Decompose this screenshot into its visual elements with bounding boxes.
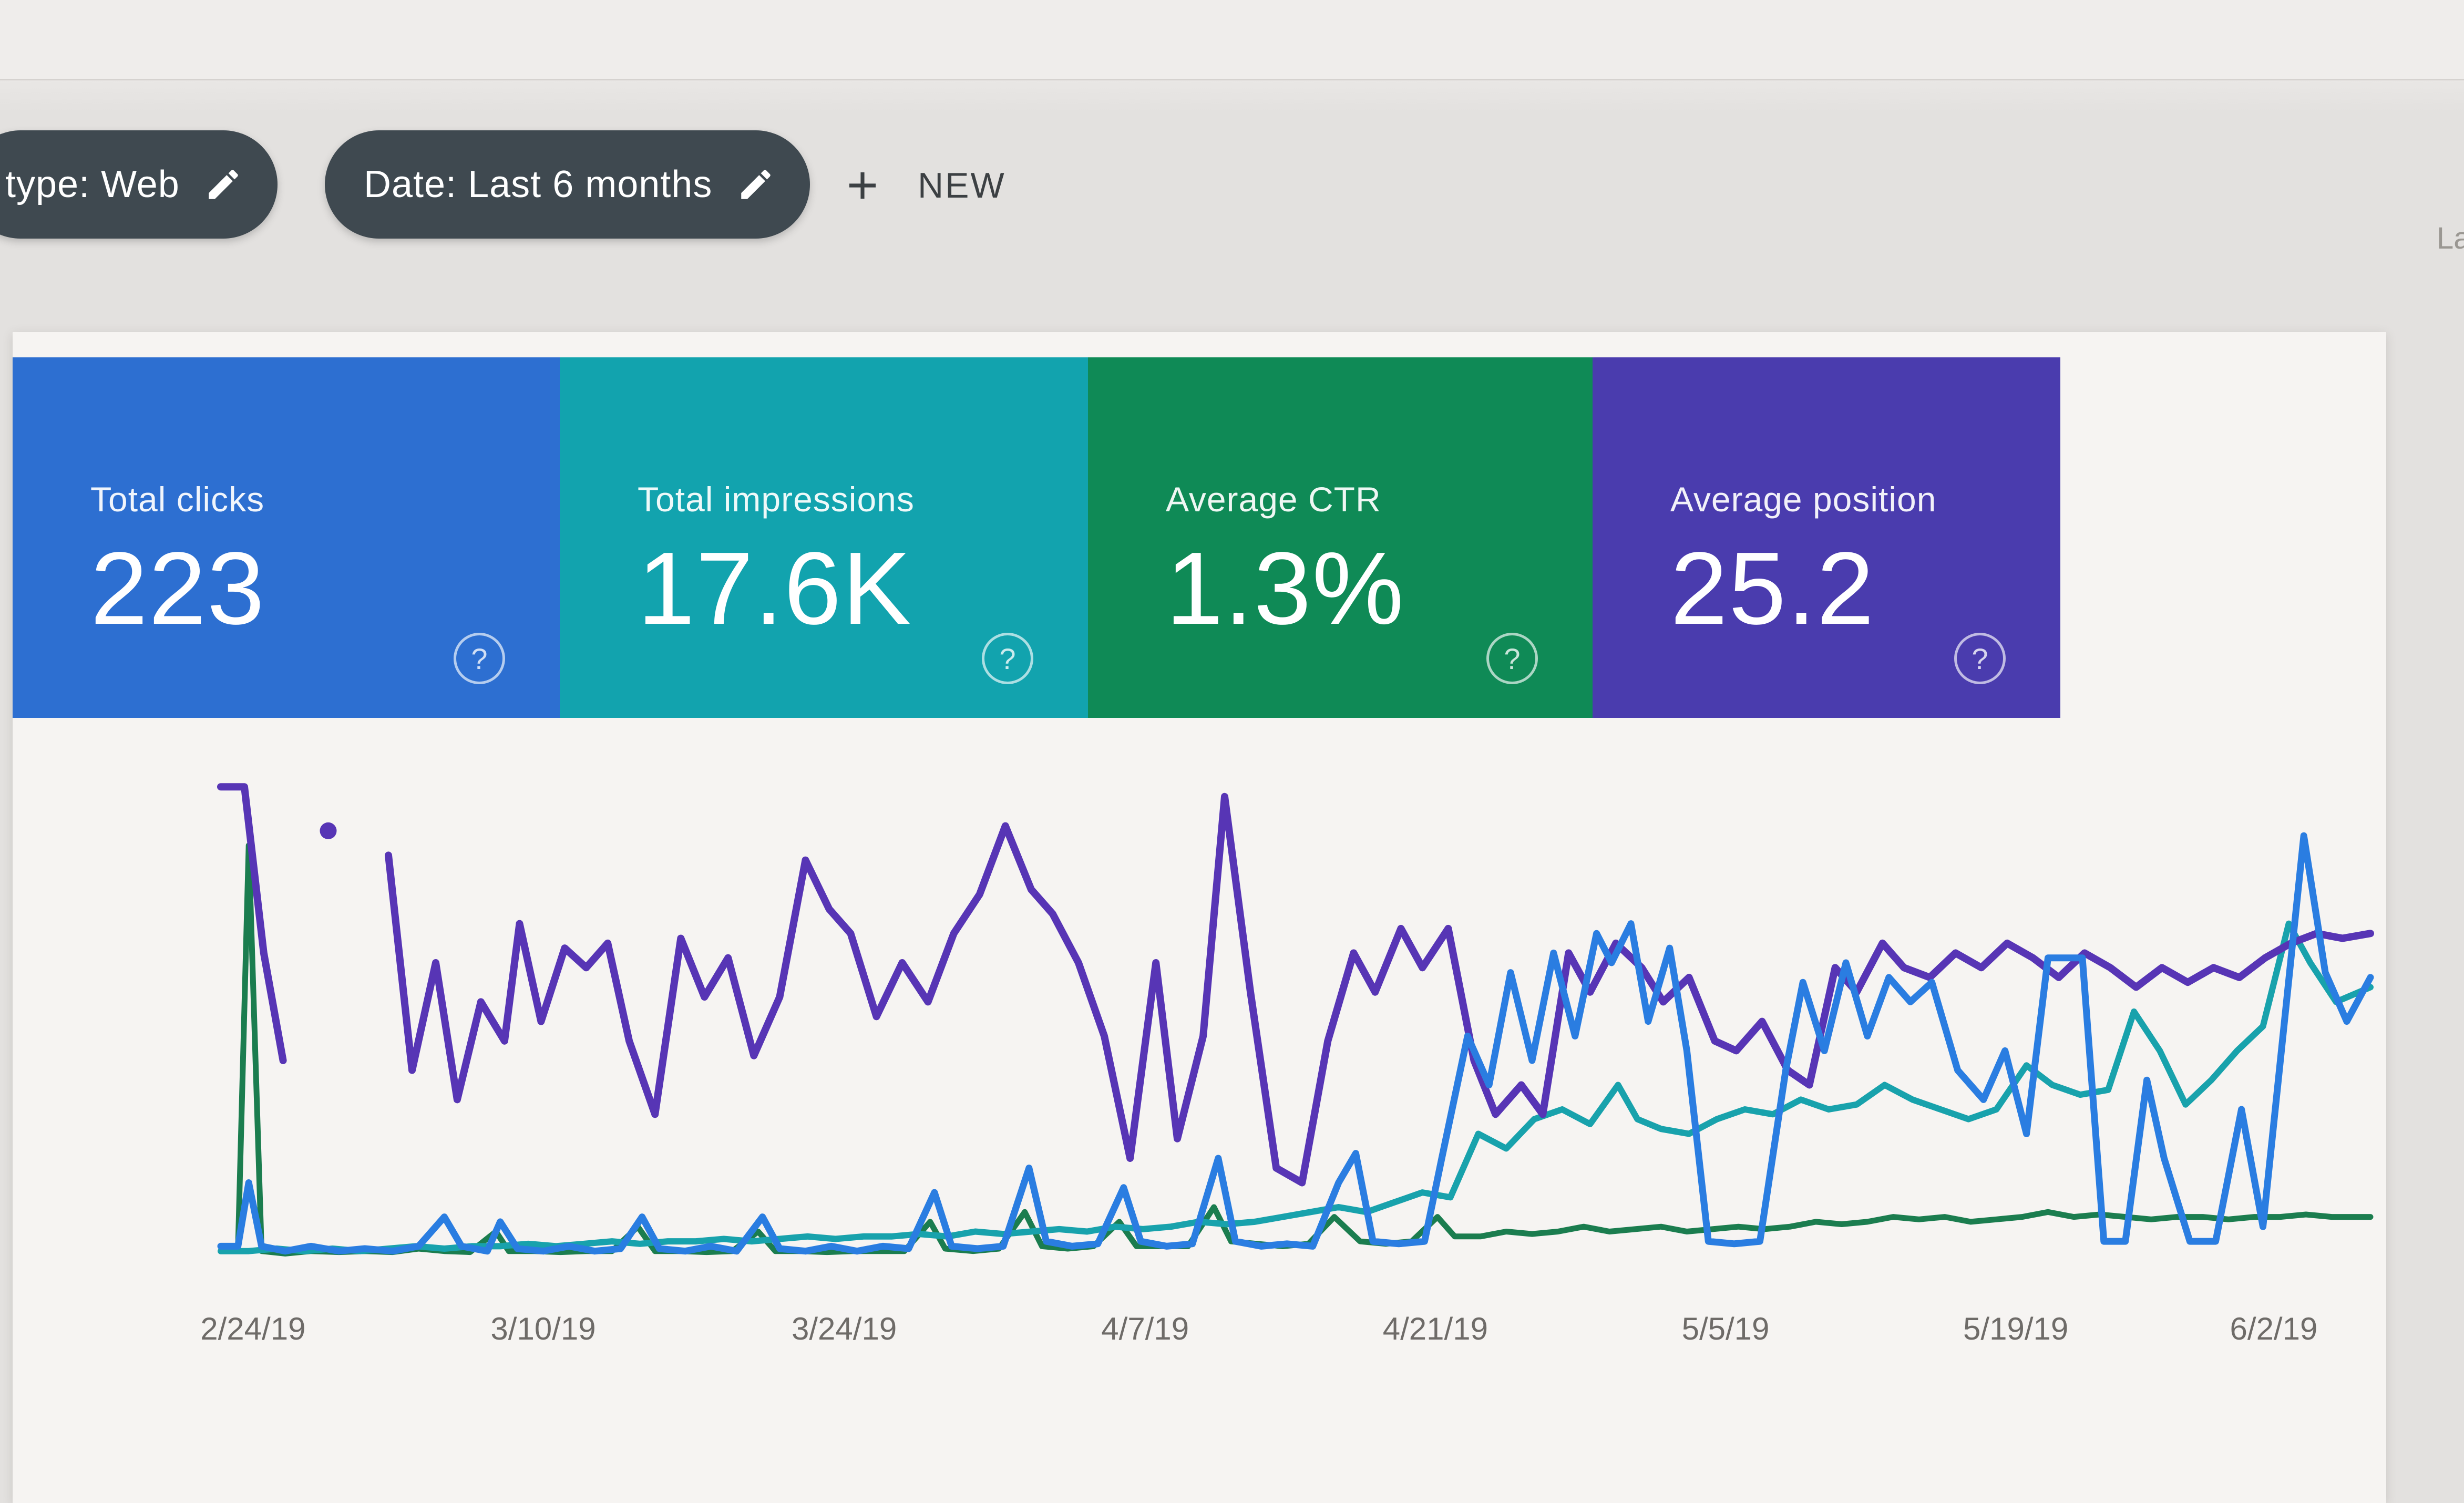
- metric-card-value: 17.6K: [638, 531, 912, 646]
- screen-bezel-strip: [0, 0, 2464, 80]
- series-point-position: [320, 822, 337, 839]
- metric-card-label: Total impressions: [638, 480, 915, 519]
- help-question-icon[interactable]: ?: [454, 633, 505, 684]
- performance-panel: Total clicks 223 ? Total impressions 17.…: [13, 332, 2386, 1503]
- series-line-clicks: [217, 832, 2374, 1255]
- metric-card-total-impressions[interactable]: Total impressions 17.6K ?: [560, 357, 1088, 718]
- metric-card-total-clicks[interactable]: Total clicks 223 ?: [13, 357, 560, 718]
- x-axis-label: 3/24/19: [792, 1311, 897, 1346]
- series-line-position: [217, 783, 287, 1064]
- metric-cards-row: Total clicks 223 ? Total impressions 17.…: [13, 357, 2060, 718]
- line-chart-svg: [217, 783, 2374, 1257]
- truncated-last-updated-text: La: [2437, 221, 2464, 255]
- plus-icon: [849, 172, 876, 199]
- metric-card-value: 25.2: [1670, 531, 1875, 646]
- new-filter-button[interactable]: NEW: [840, 141, 1006, 230]
- new-filter-button-label: NEW: [918, 166, 1006, 205]
- metric-card-average-ctr[interactable]: Average CTR 1.3% ?: [1088, 357, 1593, 718]
- help-question-icon[interactable]: ?: [1954, 633, 2006, 684]
- x-axis-label: 5/5/19: [1681, 1311, 1770, 1346]
- metric-card-label: Average CTR: [1166, 480, 1381, 519]
- x-axis-label: 6/2/19: [2230, 1311, 2318, 1346]
- x-axis-label: 3/10/19: [490, 1311, 596, 1346]
- metric-card-value: 1.3%: [1166, 531, 1405, 646]
- help-question-icon[interactable]: ?: [1486, 633, 1538, 684]
- pencil-edit-icon: [209, 170, 238, 199]
- screen-bezel-shadow: [0, 80, 2464, 112]
- series-line-impressions: [218, 920, 2374, 1254]
- x-axis-label: 5/19/19: [1963, 1311, 2069, 1346]
- metric-card-label: Average position: [1670, 480, 1937, 519]
- metric-card-label: Total clicks: [90, 480, 265, 519]
- x-axis-label: 4/21/19: [1382, 1311, 1488, 1346]
- metric-card-value: 223: [90, 531, 266, 646]
- filter-chip-date[interactable]: Date: Last 6 months: [325, 130, 810, 239]
- help-question-icon[interactable]: ?: [982, 633, 1033, 684]
- pencil-edit-icon: [741, 170, 771, 199]
- filter-chip-search-type-label: type: Web: [5, 163, 180, 205]
- performance-line-chart[interactable]: [194, 746, 2418, 1277]
- filter-chip-date-label: Date: Last 6 months: [364, 163, 713, 205]
- x-axis-label: 4/7/19: [1101, 1311, 1189, 1346]
- metric-card-average-position[interactable]: Average position 25.2 ?: [1593, 357, 2060, 718]
- series-line-position: [385, 792, 2374, 1187]
- filter-chip-search-type[interactable]: type: Web: [0, 130, 278, 239]
- x-axis: 2/24/19 3/10/19 3/24/19 4/7/19 4/21/19 5…: [13, 332, 2386, 1503]
- x-axis-label: 2/24/19: [200, 1311, 306, 1346]
